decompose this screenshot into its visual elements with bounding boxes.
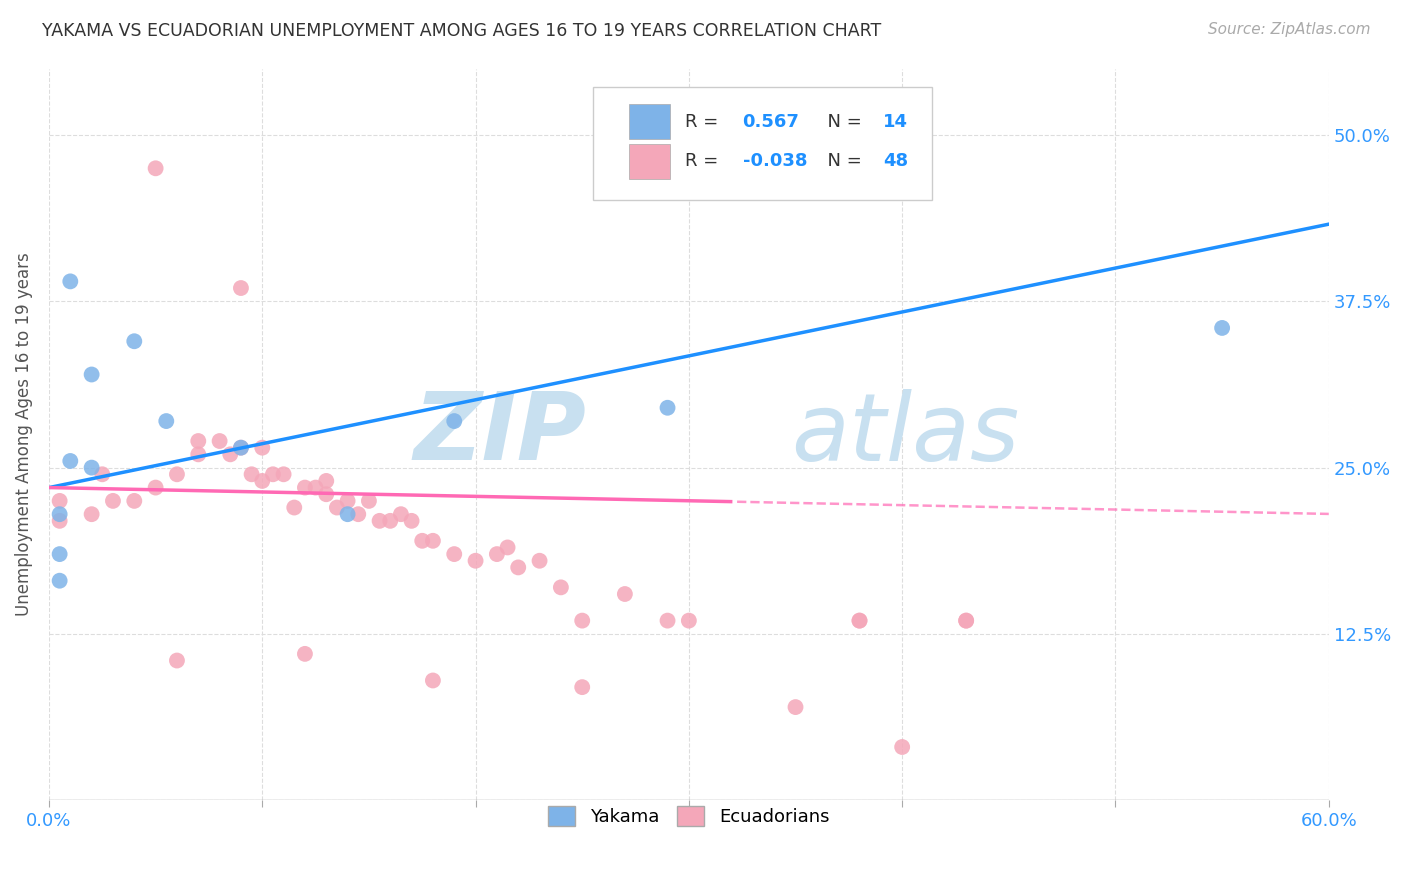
Point bbox=[294, 481, 316, 495]
Point bbox=[91, 467, 114, 482]
Point bbox=[294, 647, 316, 661]
Point bbox=[229, 281, 252, 295]
Point bbox=[155, 414, 177, 428]
Point bbox=[401, 514, 423, 528]
Point bbox=[891, 739, 914, 754]
Point bbox=[80, 507, 103, 521]
Point bbox=[145, 161, 167, 176]
Point bbox=[422, 533, 444, 548]
Text: 14: 14 bbox=[883, 113, 908, 131]
Point bbox=[1211, 321, 1233, 335]
Point bbox=[571, 614, 593, 628]
Point bbox=[80, 460, 103, 475]
Point bbox=[955, 614, 977, 628]
Text: -0.038: -0.038 bbox=[742, 153, 807, 170]
Point bbox=[347, 507, 370, 521]
Text: N =: N = bbox=[815, 153, 868, 170]
Point bbox=[389, 507, 412, 521]
Point bbox=[529, 554, 551, 568]
Point bbox=[357, 494, 380, 508]
Point bbox=[550, 580, 572, 594]
Point bbox=[785, 700, 807, 714]
Point bbox=[464, 554, 486, 568]
Point bbox=[848, 614, 870, 628]
Point bbox=[59, 454, 82, 468]
Text: N =: N = bbox=[815, 113, 868, 131]
Point bbox=[124, 334, 146, 349]
Point bbox=[368, 514, 391, 528]
Point bbox=[657, 614, 679, 628]
Point bbox=[315, 474, 337, 488]
Y-axis label: Unemployment Among Ages 16 to 19 years: Unemployment Among Ages 16 to 19 years bbox=[15, 252, 32, 616]
FancyBboxPatch shape bbox=[628, 104, 669, 139]
Point bbox=[485, 547, 508, 561]
Point bbox=[443, 414, 465, 428]
Point bbox=[283, 500, 305, 515]
Point bbox=[48, 574, 70, 588]
Legend: Yakama, Ecuadorians: Yakama, Ecuadorians bbox=[540, 797, 838, 835]
Point bbox=[59, 274, 82, 288]
Point bbox=[252, 441, 274, 455]
Point bbox=[678, 614, 700, 628]
FancyBboxPatch shape bbox=[628, 144, 669, 179]
Point bbox=[380, 514, 402, 528]
Point bbox=[187, 434, 209, 448]
Point bbox=[101, 494, 124, 508]
Point bbox=[48, 547, 70, 561]
Point bbox=[229, 441, 252, 455]
Point bbox=[411, 533, 433, 548]
Point bbox=[443, 547, 465, 561]
Point bbox=[496, 541, 519, 555]
Point bbox=[219, 447, 242, 461]
Point bbox=[304, 481, 326, 495]
Point bbox=[273, 467, 295, 482]
Point bbox=[422, 673, 444, 688]
Point bbox=[336, 507, 359, 521]
Point bbox=[145, 481, 167, 495]
Point bbox=[124, 494, 146, 508]
Point bbox=[613, 587, 636, 601]
Point bbox=[166, 467, 188, 482]
Point bbox=[508, 560, 530, 574]
Text: YAKAMA VS ECUADORIAN UNEMPLOYMENT AMONG AGES 16 TO 19 YEARS CORRELATION CHART: YAKAMA VS ECUADORIAN UNEMPLOYMENT AMONG … bbox=[42, 22, 882, 40]
Point bbox=[848, 614, 870, 628]
Point bbox=[48, 514, 70, 528]
Point bbox=[48, 494, 70, 508]
Text: R =: R = bbox=[685, 113, 724, 131]
Text: Source: ZipAtlas.com: Source: ZipAtlas.com bbox=[1208, 22, 1371, 37]
Point bbox=[571, 680, 593, 694]
Point bbox=[657, 401, 679, 415]
FancyBboxPatch shape bbox=[593, 87, 932, 200]
Point bbox=[955, 614, 977, 628]
Point bbox=[336, 494, 359, 508]
Text: R =: R = bbox=[685, 153, 724, 170]
Point bbox=[252, 474, 274, 488]
Point bbox=[315, 487, 337, 501]
Point bbox=[240, 467, 263, 482]
Point bbox=[166, 654, 188, 668]
Point bbox=[48, 507, 70, 521]
Point bbox=[80, 368, 103, 382]
Text: 48: 48 bbox=[883, 153, 908, 170]
Point bbox=[229, 441, 252, 455]
Point bbox=[326, 500, 349, 515]
Point bbox=[262, 467, 284, 482]
Point bbox=[208, 434, 231, 448]
Point bbox=[187, 447, 209, 461]
Text: ZIP: ZIP bbox=[413, 388, 586, 481]
Text: 0.567: 0.567 bbox=[742, 113, 800, 131]
Text: atlas: atlas bbox=[792, 389, 1019, 480]
